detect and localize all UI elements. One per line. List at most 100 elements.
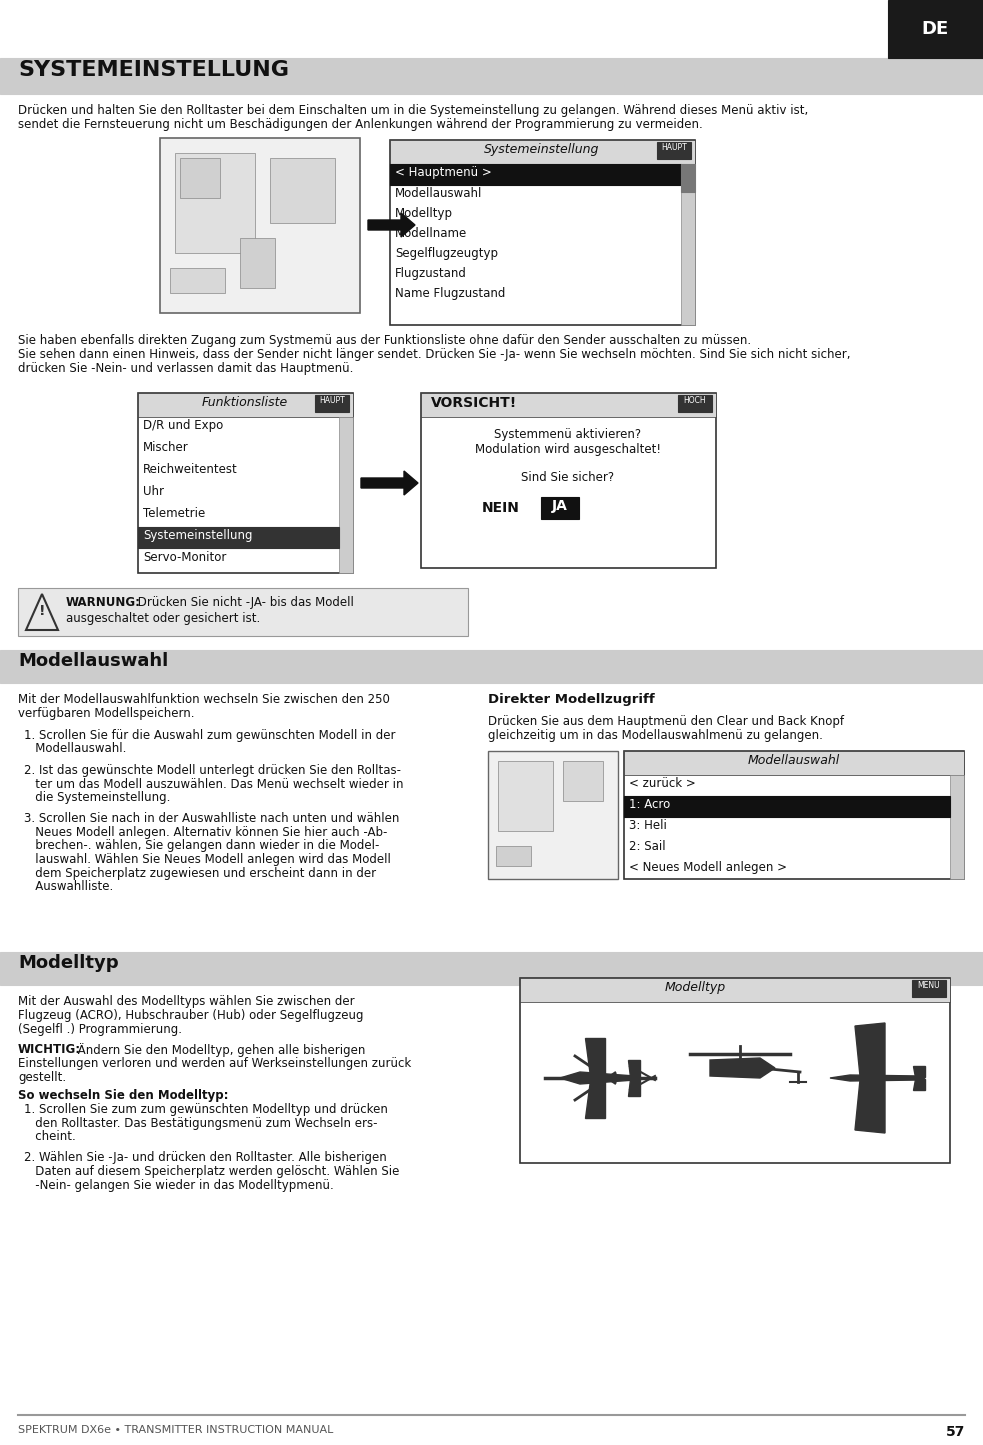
Text: Servo-Monitor: Servo-Monitor: [143, 551, 226, 564]
Text: den Rolltaster. Das Bestätigungsmenü zum Wechseln ers-: den Rolltaster. Das Bestätigungsmenü zum…: [24, 1117, 377, 1130]
Bar: [657, 142, 691, 159]
Text: Reichweitentest: Reichweitentest: [143, 462, 238, 475]
Text: 2. Wählen Sie -Ja- und drücken den Rolltaster. Alle bisherigen: 2. Wählen Sie -Ja- und drücken den Rollt…: [24, 1152, 386, 1165]
Text: JA: JA: [552, 499, 568, 513]
Text: Mit der Modellauswahlfunktion wechseln Sie zwischen den 250: Mit der Modellauswahlfunktion wechseln S…: [18, 694, 390, 707]
Text: Modellauswahl: Modellauswahl: [18, 652, 168, 670]
Bar: [624, 751, 964, 775]
Text: Ändern Sie den Modelltyp, gehen alle bisherigen: Ändern Sie den Modelltyp, gehen alle bis…: [74, 1043, 366, 1056]
Bar: [681, 163, 695, 192]
Text: NEIN: NEIN: [482, 501, 520, 514]
Bar: [240, 238, 275, 288]
Text: Modelltyp: Modelltyp: [18, 954, 119, 972]
Text: < zurück >: < zurück >: [629, 777, 696, 790]
Polygon shape: [368, 212, 415, 237]
Text: Modelltyp: Modelltyp: [665, 981, 725, 994]
Text: 3: Heli: 3: Heli: [629, 819, 666, 832]
Text: Sind Sie sicher?: Sind Sie sicher?: [521, 471, 614, 484]
Bar: [678, 394, 712, 412]
Text: SPEKTRUM DX6e • TRANSMITTER INSTRUCTION MANUAL: SPEKTRUM DX6e • TRANSMITTER INSTRUCTION …: [18, 1425, 333, 1435]
Text: Uhr: Uhr: [143, 486, 164, 499]
Text: < Hauptmenü >: < Hauptmenü >: [395, 166, 492, 179]
Text: Flugzeug (ACRO), Hubschrauber (Hub) oder Segelflugzeug: Flugzeug (ACRO), Hubschrauber (Hub) oder…: [18, 1009, 364, 1022]
Text: SYSTEMEINSTELLUNG: SYSTEMEINSTELLUNG: [18, 61, 289, 79]
Text: Modelltyp: Modelltyp: [395, 207, 453, 220]
Text: Mit der Auswahl des Modelltyps wählen Sie zwischen der: Mit der Auswahl des Modelltyps wählen Si…: [18, 996, 355, 1009]
Bar: [0, 58, 983, 94]
Bar: [950, 775, 964, 879]
Text: Auswahlliste.: Auswahlliste.: [24, 880, 113, 893]
Bar: [496, 845, 531, 866]
Bar: [912, 980, 946, 997]
Bar: [681, 163, 695, 325]
Text: 1. Scrollen Sie für die Auswahl zum gewünschten Modell in der: 1. Scrollen Sie für die Auswahl zum gewü…: [24, 728, 395, 741]
Text: Modulation wird ausgeschaltet!: Modulation wird ausgeschaltet!: [475, 444, 661, 457]
Text: WARNUNG:: WARNUNG:: [66, 595, 141, 608]
Text: Drücken und halten Sie den Rolltaster bei dem Einschalten um in die Systemeinste: Drücken und halten Sie den Rolltaster be…: [18, 104, 808, 117]
Bar: [138, 393, 353, 574]
Text: HOCH: HOCH: [684, 396, 707, 405]
Bar: [390, 140, 695, 325]
Text: ter um das Modell auszuwählen. Das Menü wechselt wieder in: ter um das Modell auszuwählen. Das Menü …: [24, 777, 403, 790]
Text: Daten auf diesem Speicherplatz werden gelöscht. Wählen Sie: Daten auf diesem Speicherplatz werden ge…: [24, 1165, 399, 1178]
Text: Sie haben ebenfalls direkten Zugang zum Systmemü aus der Funktionsliste ohne daf: Sie haben ebenfalls direkten Zugang zum …: [18, 334, 751, 347]
Polygon shape: [585, 1079, 605, 1118]
Polygon shape: [361, 471, 418, 496]
Bar: [520, 978, 950, 1163]
Bar: [270, 158, 335, 223]
Text: 1. Scrollen Sie zum zum gewünschten Modelltyp und drücken: 1. Scrollen Sie zum zum gewünschten Mode…: [24, 1103, 388, 1116]
Text: Systemeinstellung: Systemeinstellung: [485, 143, 600, 156]
Text: ausgeschaltet oder gesichert ist.: ausgeschaltet oder gesichert ist.: [66, 613, 260, 626]
Text: (Segelfl .) Programmierung.: (Segelfl .) Programmierung.: [18, 1023, 182, 1036]
Text: Mischer: Mischer: [143, 441, 189, 454]
Polygon shape: [710, 1058, 775, 1078]
Bar: [488, 751, 618, 879]
Text: Direkter Modellzugriff: Direkter Modellzugriff: [488, 694, 655, 707]
Bar: [421, 393, 716, 418]
Text: HAUPT: HAUPT: [662, 143, 687, 152]
Text: WICHTIG:: WICHTIG:: [18, 1043, 82, 1056]
Bar: [180, 158, 220, 198]
Text: 2. Ist das gewünschte Modell unterlegt drücken Sie den Rolltas-: 2. Ist das gewünschte Modell unterlegt d…: [24, 764, 401, 777]
Text: Telemetrie: Telemetrie: [143, 507, 205, 520]
Polygon shape: [913, 1079, 925, 1090]
Text: 1: Acro: 1: Acro: [629, 798, 670, 811]
Bar: [624, 796, 950, 816]
Text: sendet die Fernsteuerung nicht um Beschädigungen der Anlenkungen während der Pro: sendet die Fernsteuerung nicht um Beschä…: [18, 118, 703, 131]
Bar: [315, 394, 349, 412]
Bar: [498, 762, 553, 831]
Text: cheint.: cheint.: [24, 1130, 76, 1143]
Text: 2: Sail: 2: Sail: [629, 840, 665, 853]
Bar: [0, 650, 983, 683]
Text: gleichzeitig um in das Modellauswahlmenü zu gelangen.: gleichzeitig um in das Modellauswahlmenü…: [488, 728, 823, 741]
Polygon shape: [628, 1061, 640, 1077]
Polygon shape: [913, 1066, 925, 1077]
Text: DE: DE: [921, 20, 949, 38]
Polygon shape: [830, 1075, 925, 1081]
Text: D/R und Expo: D/R und Expo: [143, 419, 223, 432]
Text: Systemeinstellung: Systemeinstellung: [143, 529, 253, 542]
Bar: [160, 139, 360, 314]
Bar: [18, 588, 468, 636]
Text: Systemmenü aktivieren?: Systemmenü aktivieren?: [494, 428, 642, 441]
Text: Modellauswahl: Modellauswahl: [748, 754, 840, 767]
Bar: [624, 751, 964, 879]
Polygon shape: [628, 1079, 640, 1095]
Bar: [339, 418, 353, 574]
Bar: [520, 978, 950, 1001]
Text: < Neues Modell anlegen >: < Neues Modell anlegen >: [629, 861, 787, 874]
Text: lauswahl. Wählen Sie Neues Modell anlegen wird das Modell: lauswahl. Wählen Sie Neues Modell anlege…: [24, 853, 391, 866]
Polygon shape: [855, 1023, 885, 1077]
Text: drücken Sie -Nein- und verlassen damit das Hauptmenü.: drücken Sie -Nein- und verlassen damit d…: [18, 363, 353, 376]
Text: 3. Scrollen Sie nach in der Auswahlliste nach unten und wählen: 3. Scrollen Sie nach in der Auswahlliste…: [24, 812, 399, 825]
Bar: [0, 952, 983, 985]
Text: Modellname: Modellname: [395, 227, 467, 240]
Text: So wechseln Sie den Modelltyp:: So wechseln Sie den Modelltyp:: [18, 1090, 228, 1103]
Bar: [541, 497, 579, 519]
Text: Neues Modell anlegen. Alternativ können Sie hier auch -Ab-: Neues Modell anlegen. Alternativ können …: [24, 827, 387, 840]
Text: verfügbaren Modellspeichern.: verfügbaren Modellspeichern.: [18, 707, 195, 720]
Text: HAUPT: HAUPT: [319, 396, 345, 405]
Text: Modellauswahl: Modellauswahl: [395, 186, 483, 199]
Bar: [170, 267, 225, 293]
Bar: [175, 153, 255, 253]
